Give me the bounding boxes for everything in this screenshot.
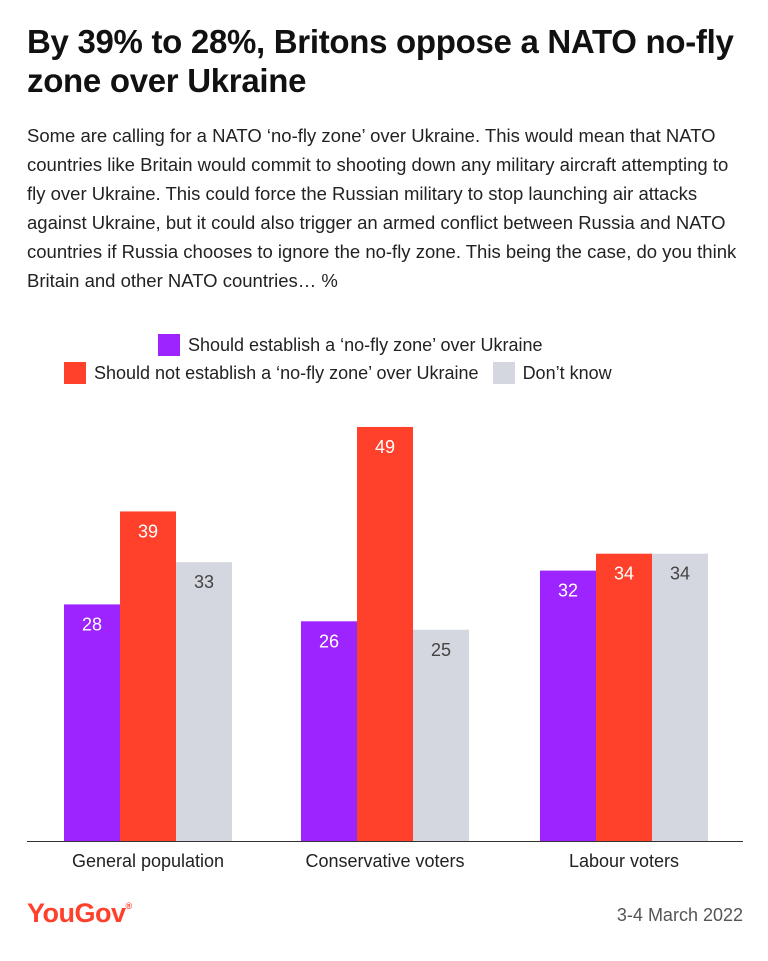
legend-label-not-establish: Should not establish a ‘no-fly zone’ ove…: [94, 362, 479, 383]
bar-establish-1: [301, 621, 357, 841]
legend-item-establish: Should establish a ‘no-fly zone’ over Uk…: [158, 334, 543, 356]
data-label-2-0: 33: [194, 572, 214, 592]
data-label-2-2: 34: [670, 564, 690, 584]
survey-date: 3-4 March 2022: [616, 905, 743, 925]
bar-not-establish-1: [357, 426, 413, 841]
data-label-1-2: 34: [614, 564, 634, 584]
data-label-1-0: 39: [138, 521, 158, 541]
data-label-0-2: 32: [558, 581, 578, 601]
bar-not-establish-2: [596, 553, 652, 841]
category-label-0: General population: [72, 851, 224, 871]
legend-label-dont-know: Don’t know: [522, 362, 612, 383]
data-label-0-0: 28: [82, 614, 102, 634]
category-label-2: Labour voters: [569, 851, 679, 871]
bar-establish-2: [540, 570, 596, 841]
bar-dont-know-0: [176, 562, 232, 841]
bar-not-establish-0: [120, 511, 176, 841]
legend-label-establish: Should establish a ‘no-fly zone’ over Uk…: [188, 334, 543, 355]
data-label-0-1: 26: [319, 631, 339, 651]
data-label-1-1: 49: [375, 437, 395, 457]
legend-item-dont-know: Don’t know: [492, 362, 612, 384]
bar-establish-0: [64, 604, 120, 841]
yougov-logo: YouGov®: [27, 898, 132, 928]
legend-swatch-dont-know: [492, 362, 515, 384]
legend-item-not-establish: Should not establish a ‘no-fly zone’ ove…: [64, 362, 479, 384]
legend-row-2: Should not establish a ‘no-fly zone’ ove…: [64, 362, 626, 384]
data-label-2-1: 25: [431, 640, 451, 660]
legend-swatch-not-establish: [64, 362, 86, 384]
chart-title: By 39% to 28%, Britons oppose a NATO no-…: [27, 23, 734, 99]
legend-swatch-establish: [158, 334, 180, 356]
chart-subtitle: Some are calling for a NATO ‘no-fly zone…: [27, 125, 737, 291]
category-label-1: Conservative voters: [305, 851, 464, 871]
bar-chart: 28 39 33 General population 26 49 25 Conservati…: [27, 426, 743, 871]
bar-dont-know-1: [413, 629, 469, 841]
legend-row-1: Should establish a ‘no-fly zone’ over Uk…: [158, 334, 557, 356]
bar-dont-know-2: [652, 553, 708, 841]
